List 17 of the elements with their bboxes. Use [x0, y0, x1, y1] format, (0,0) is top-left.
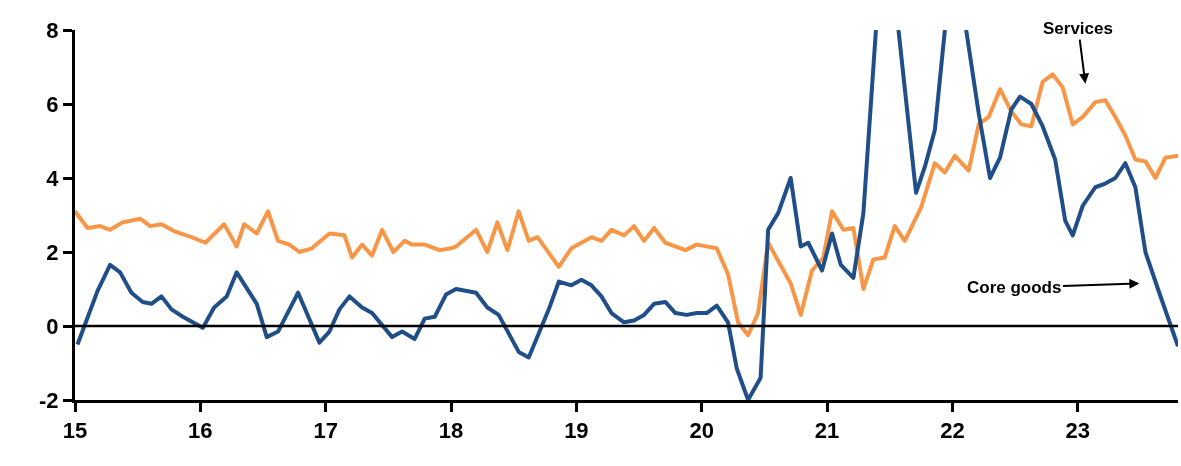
x-tick-label: 20: [689, 418, 714, 444]
y-tick-label: 4: [46, 165, 60, 191]
y-tick-label: 6: [46, 91, 59, 117]
y-tick-label: 2: [46, 239, 59, 265]
x-tick-label: 18: [438, 418, 464, 444]
x-tick-label: 15: [62, 418, 88, 444]
x-tick-label: 17: [313, 418, 338, 444]
annotation: Core goods: [967, 278, 1062, 297]
x-tick-label: 22: [940, 418, 965, 444]
x-tick-label: 19: [564, 418, 589, 444]
x-tick-label: 23: [1065, 418, 1090, 444]
y-tick-label: 0: [46, 313, 59, 339]
annotation: Services: [1043, 19, 1113, 38]
x-tick-label: 16: [188, 418, 213, 444]
x-tick-label: 21: [814, 418, 840, 444]
y-tick-label: 8: [46, 17, 59, 43]
y-tick-label: -2: [39, 387, 59, 413]
